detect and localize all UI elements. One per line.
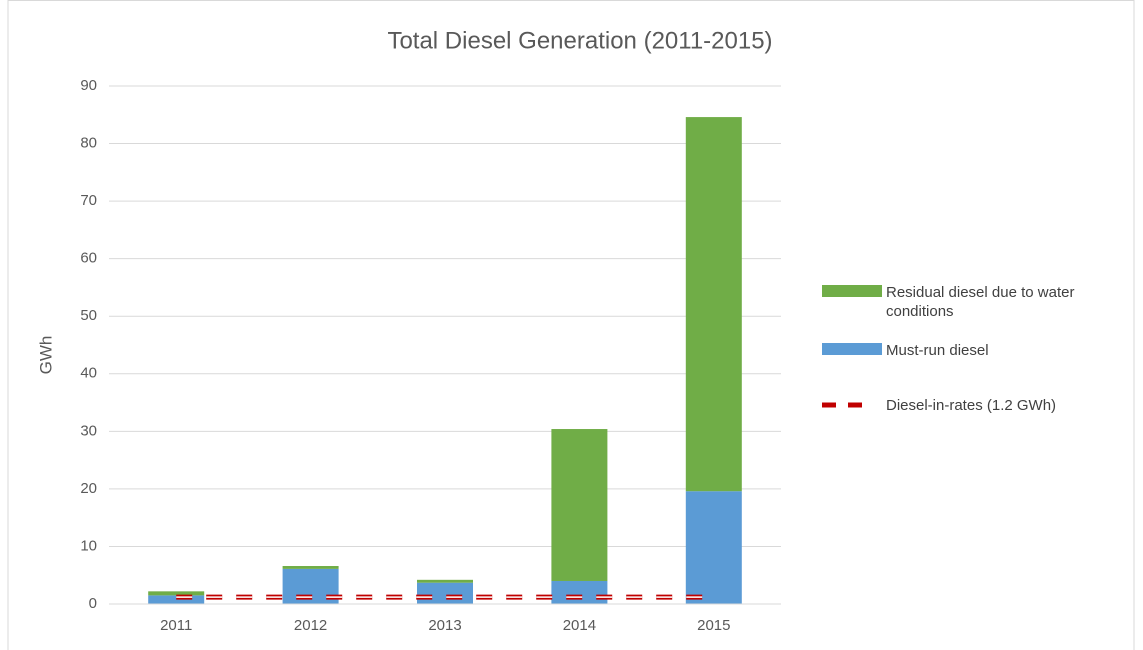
bar-segment bbox=[551, 429, 608, 581]
y-tick-label: 40 bbox=[80, 365, 97, 382]
x-tick-label: 2015 bbox=[697, 617, 730, 634]
legend-label: Diesel-in-rates (1.2 GWh) bbox=[886, 397, 1057, 414]
y-tick-label: 0 bbox=[89, 595, 97, 612]
bar-segment bbox=[417, 579, 473, 583]
legend-label: Residual diesel due to water conditions bbox=[886, 284, 1075, 320]
bar-segment bbox=[417, 582, 473, 604]
chart-title: Total Diesel Generation (2011-2015) bbox=[387, 27, 772, 54]
legend-swatch bbox=[822, 285, 882, 297]
x-tick-label: 2013 bbox=[428, 617, 461, 634]
y-tick-label: 70 bbox=[80, 192, 97, 209]
bar-segment bbox=[148, 595, 205, 604]
bar-segment bbox=[282, 566, 339, 569]
legend-label: Must-run diesel bbox=[886, 342, 989, 359]
bar-segment bbox=[685, 491, 742, 604]
y-tick-label: 90 bbox=[80, 77, 97, 94]
y-tick-label: 10 bbox=[80, 537, 97, 554]
y-axis-label: GWh bbox=[36, 336, 55, 375]
x-tick-label: 2014 bbox=[563, 617, 596, 634]
y-tick-label: 30 bbox=[80, 422, 97, 439]
bar-segment bbox=[551, 580, 608, 604]
y-tick-label: 20 bbox=[80, 480, 97, 497]
x-tick-label: 2012 bbox=[294, 617, 327, 634]
y-tick-label: 50 bbox=[80, 307, 97, 324]
x-tick-label: 2011 bbox=[160, 617, 192, 634]
y-tick-label: 80 bbox=[80, 135, 97, 152]
bar-segment bbox=[685, 117, 742, 492]
chart-border bbox=[7, 0, 1135, 650]
y-tick-label: 60 bbox=[80, 250, 97, 267]
legend-swatch bbox=[822, 343, 882, 355]
bar-segment bbox=[148, 591, 205, 596]
